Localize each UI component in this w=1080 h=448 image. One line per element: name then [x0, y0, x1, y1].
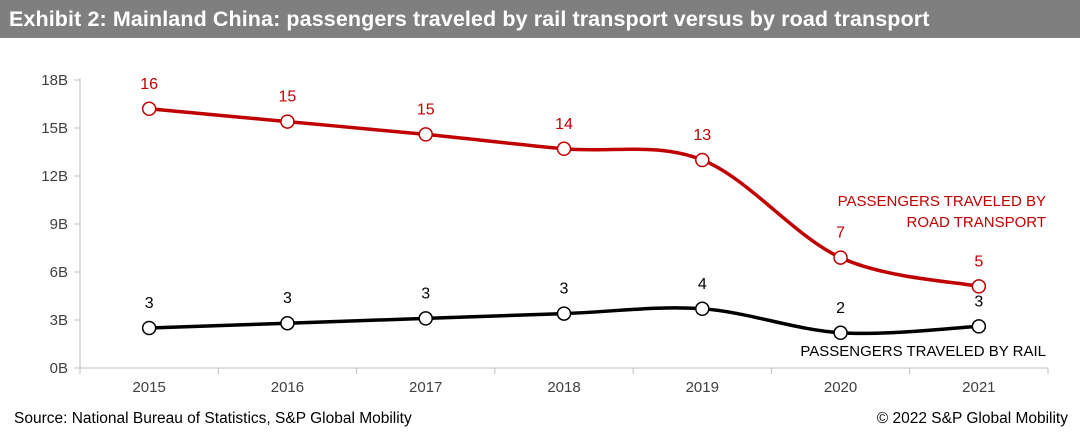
data-point: [141, 101, 157, 117]
data-point: [556, 306, 572, 321]
y-tick-label: 18B: [41, 72, 68, 89]
data-point: [833, 325, 848, 341]
y-tick-label: 0B: [50, 360, 68, 377]
x-tick-label: 2020: [824, 379, 857, 396]
data-label: 3: [283, 290, 292, 307]
x-tick-label: 2015: [132, 379, 165, 396]
data-point: [971, 279, 987, 294]
data-point: [141, 320, 157, 336]
data-label: 3: [560, 281, 569, 298]
data-point: [695, 152, 710, 168]
data-label: 3: [421, 285, 430, 302]
data-point: [418, 311, 433, 326]
y-tick-label: 3B: [50, 312, 68, 329]
series-label-road: PASSENGERS TRAVELED BY: [838, 193, 1046, 210]
data-label: 4: [698, 276, 707, 293]
y-tick-label: 12B: [41, 168, 68, 185]
data-label: 7: [836, 225, 845, 242]
x-tick-label: 2017: [409, 379, 442, 396]
x-tick-label: 2021: [962, 379, 995, 396]
chart-series-labels: PASSENGERS TRAVELED BY ROAD TRANSPORT PASS…: [800, 193, 1046, 360]
series-rail: 3 3 3 3 4 2 3: [141, 276, 987, 341]
chart-series: 16 15 15 14 13 7 5 3 3 3 3 4 2 3: [140, 76, 987, 341]
data-label: 16: [140, 76, 158, 93]
y-tick-label: 9B: [50, 216, 68, 233]
x-tick-label: 2018: [547, 379, 580, 396]
y-tick-label: 15B: [41, 120, 68, 137]
data-label: 5: [974, 253, 983, 270]
data-label: 14: [555, 116, 573, 133]
data-label: 3: [145, 295, 154, 312]
source-note: Source: National Bureau of Statistics, S…: [14, 410, 412, 427]
data-label: 2: [836, 300, 845, 317]
data-point: [971, 319, 987, 334]
data-point: [280, 114, 295, 129]
line-chart: 0B 3B 6B 9B 12B 15B 18B 2015 2016 2017 2018 2019 202…: [41, 72, 1049, 396]
y-tick-label: 6B: [50, 264, 68, 281]
series-road: 16 15 15 14 13 7 5: [140, 76, 987, 294]
data-point: [280, 315, 295, 331]
title-bar: Exhibit 2: Mainland China: passengers tr…: [0, 0, 1080, 38]
series-label-rail: PASSENGERS TRAVELED BY RAIL: [800, 343, 1046, 360]
series-label-road: ROAD TRANSPORT: [907, 214, 1046, 231]
chart-axes: 0B 3B 6B 9B 12B 15B 18B 2015 2016 2017 2018 2019 202…: [41, 72, 1049, 396]
x-tick-label: 2019: [686, 379, 719, 396]
x-tick-label: 2016: [271, 379, 304, 396]
data-point: [695, 301, 710, 317]
data-label: 15: [279, 89, 297, 106]
page-title: Exhibit 2: Mainland China: passengers tr…: [9, 7, 930, 31]
data-point: [418, 127, 433, 142]
data-point: [556, 141, 572, 157]
data-label: 15: [417, 101, 435, 118]
copyright-note: © 2022 S&P Global Mobility: [876, 410, 1068, 427]
data-label: 13: [693, 127, 711, 144]
data-label: 3: [974, 293, 983, 310]
data-point: [833, 250, 848, 265]
